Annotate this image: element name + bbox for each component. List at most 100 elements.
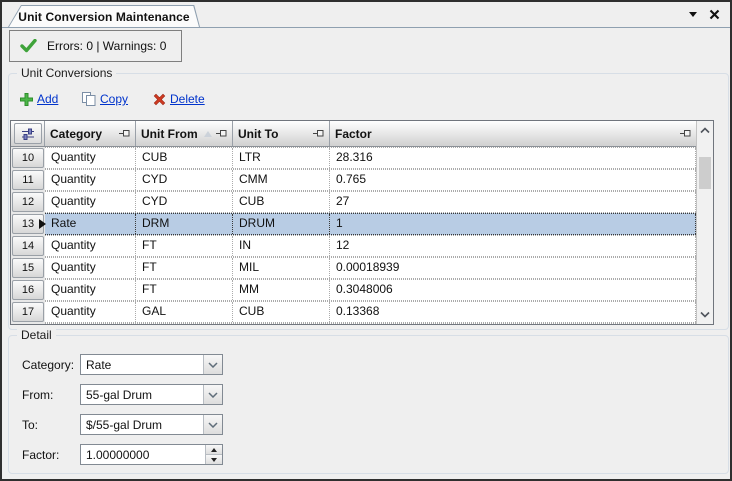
table-row[interactable]: 10 Quantity CUB LTR 28.316 bbox=[11, 147, 696, 169]
add-button-label: Add bbox=[37, 92, 59, 106]
cell-factor[interactable]: 0.765 bbox=[330, 170, 696, 190]
cell-factor[interactable]: 12 bbox=[330, 236, 696, 256]
table-row-partial bbox=[11, 323, 696, 324]
table-row-selected[interactable]: 13 Rate DRM DRUM 1 bbox=[11, 213, 696, 235]
x-icon bbox=[153, 93, 166, 106]
cell-category[interactable]: Quantity bbox=[45, 192, 136, 212]
chevron-down-icon[interactable] bbox=[203, 385, 222, 404]
column-header-unit-to[interactable]: Unit To bbox=[233, 121, 330, 146]
cell-factor[interactable]: 0.13368 bbox=[330, 302, 696, 322]
delete-button[interactable]: Delete bbox=[153, 92, 205, 106]
chevron-down-icon[interactable] bbox=[203, 355, 222, 374]
cell-unit-from[interactable]: CUB bbox=[136, 148, 233, 168]
errors-warnings-text: Errors: 0 | Warnings: 0 bbox=[47, 39, 167, 53]
column-header-unit-from[interactable]: Unit From bbox=[136, 121, 233, 146]
pin-icon[interactable] bbox=[119, 129, 130, 138]
status-bar: Errors: 0 | Warnings: 0 bbox=[9, 30, 182, 62]
cell-factor[interactable]: 0.00018939 bbox=[330, 258, 696, 278]
to-select[interactable]: $/55-gal Drum bbox=[80, 414, 223, 435]
row-header[interactable]: 17 bbox=[11, 301, 45, 323]
category-value: Rate bbox=[86, 357, 112, 372]
unit-conversions-group: Unit Conversions bbox=[8, 66, 729, 330]
column-chooser-icon[interactable] bbox=[13, 123, 42, 144]
cell-unit-from[interactable]: FT bbox=[136, 280, 233, 300]
cell-category[interactable]: Quantity bbox=[45, 302, 136, 322]
cell-unit-to[interactable]: IN bbox=[233, 236, 330, 256]
category-select[interactable]: Rate bbox=[80, 354, 223, 375]
cell-unit-to[interactable]: CUB bbox=[233, 192, 330, 212]
check-icon bbox=[20, 38, 37, 53]
cell-unit-to[interactable]: CMM bbox=[233, 170, 330, 190]
scroll-down-icon[interactable] bbox=[697, 305, 713, 324]
cell-unit-to[interactable]: MM bbox=[233, 280, 330, 300]
pin-icon[interactable] bbox=[216, 129, 227, 138]
cell-category[interactable]: Quantity bbox=[45, 236, 136, 256]
column-header-factor[interactable]: Factor bbox=[330, 121, 696, 146]
cell-factor[interactable]: 0.3048006 bbox=[330, 280, 696, 300]
spin-up-icon[interactable] bbox=[206, 445, 222, 455]
cell-category[interactable]: Quantity bbox=[45, 170, 136, 190]
row-header[interactable]: 13 bbox=[11, 213, 46, 235]
cell-unit-from[interactable]: FT bbox=[136, 258, 233, 278]
cell-unit-from[interactable]: CYD bbox=[136, 170, 233, 190]
cell-unit-from[interactable]: DRM bbox=[136, 214, 233, 234]
add-button[interactable]: Add bbox=[20, 92, 58, 106]
cell-unit-from[interactable]: GAL bbox=[136, 302, 233, 322]
factor-label: Factor: bbox=[22, 447, 60, 462]
factor-stepper[interactable]: 1.00000000 bbox=[80, 444, 223, 465]
detail-from-row: From: 55-gal Drum bbox=[22, 384, 223, 405]
plus-icon bbox=[20, 92, 33, 106]
category-label: Category: bbox=[22, 357, 75, 372]
cell-unit-from[interactable]: FT bbox=[136, 236, 233, 256]
detail-to-row: To: $/55-gal Drum bbox=[22, 414, 223, 435]
cell-category[interactable]: Rate bbox=[45, 214, 136, 234]
table-row[interactable]: 16 Quantity FT MM 0.3048006 bbox=[11, 279, 696, 301]
table-row[interactable]: 15 Quantity FT MIL 0.00018939 bbox=[11, 257, 696, 279]
row-header[interactable]: 14 bbox=[11, 235, 45, 257]
detail-group: Detail bbox=[8, 328, 729, 474]
tab-bar: Unit Conversion Maintenance bbox=[2, 2, 730, 28]
tab-title: Unit Conversion Maintenance bbox=[18, 9, 190, 24]
chevron-down-icon[interactable] bbox=[203, 415, 222, 434]
spin-down-icon[interactable] bbox=[206, 455, 222, 464]
cell-unit-to[interactable]: LTR bbox=[233, 148, 330, 168]
copy-icon bbox=[82, 92, 96, 106]
pin-icon[interactable] bbox=[680, 129, 691, 138]
from-value: 55-gal Drum bbox=[86, 387, 153, 402]
table-row[interactable]: 17 Quantity GAL CUB 0.13368 bbox=[11, 301, 696, 323]
to-value: $/55-gal Drum bbox=[86, 417, 163, 432]
scroll-up-icon[interactable] bbox=[697, 121, 713, 140]
cell-unit-from[interactable]: CYD bbox=[136, 192, 233, 212]
detail-factor-row: Factor: 1.00000000 bbox=[22, 444, 223, 465]
table-row[interactable]: 12 Quantity CYD CUB 27 bbox=[11, 191, 696, 213]
cell-factor[interactable]: 27 bbox=[330, 192, 696, 212]
row-header[interactable]: 15 bbox=[11, 257, 45, 279]
cell-factor[interactable]: 28.316 bbox=[330, 148, 696, 168]
close-icon[interactable] bbox=[709, 9, 720, 20]
cell-category[interactable]: Quantity bbox=[45, 148, 136, 168]
cell-unit-to[interactable]: MIL bbox=[233, 258, 330, 278]
table-row[interactable]: 11 Quantity CYD CMM 0.765 bbox=[11, 169, 696, 191]
tab-menu-icon[interactable] bbox=[689, 12, 697, 17]
column-header-category[interactable]: Category bbox=[45, 121, 136, 146]
scrollbar-thumb[interactable] bbox=[699, 157, 711, 189]
cell-unit-to[interactable]: CUB bbox=[233, 302, 330, 322]
row-header[interactable]: 12 bbox=[11, 191, 45, 213]
cell-unit-to[interactable]: DRUM bbox=[233, 214, 330, 234]
cell-category[interactable]: Quantity bbox=[45, 258, 136, 278]
from-select[interactable]: 55-gal Drum bbox=[80, 384, 223, 405]
factor-value: 1.00000000 bbox=[86, 447, 150, 462]
row-header[interactable]: 11 bbox=[11, 169, 45, 191]
row-header[interactable]: 16 bbox=[11, 279, 45, 301]
row-header[interactable]: 10 bbox=[11, 147, 45, 169]
detail-category-row: Category: Rate bbox=[22, 354, 223, 375]
spinner-buttons bbox=[205, 445, 222, 464]
copy-button[interactable]: Copy bbox=[82, 92, 128, 106]
table-row[interactable]: 14 Quantity FT IN 12 bbox=[11, 235, 696, 257]
cell-factor[interactable]: 1 bbox=[330, 214, 696, 234]
pin-icon[interactable] bbox=[313, 129, 324, 138]
copy-button-label: Copy bbox=[100, 92, 129, 106]
cell-category[interactable]: Quantity bbox=[45, 280, 136, 300]
vertical-scrollbar[interactable] bbox=[696, 121, 713, 324]
tab-unit-conversion-maintenance[interactable]: Unit Conversion Maintenance bbox=[8, 5, 200, 27]
